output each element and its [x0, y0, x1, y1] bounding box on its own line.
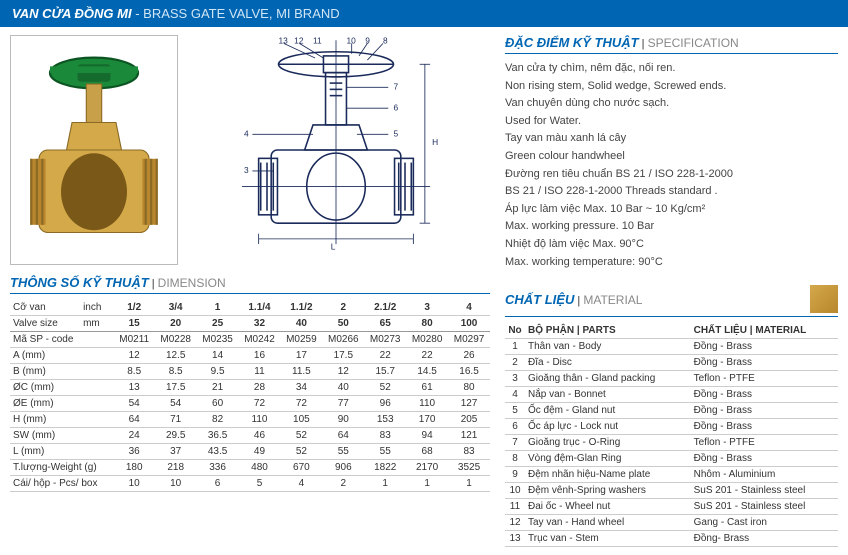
spec-title-en: SPECIFICATION — [648, 36, 739, 50]
table-row: B (mm)8.58.59.51111.51215.714.516.5 — [10, 364, 490, 380]
svg-text:3: 3 — [244, 165, 249, 175]
dim-title-vn: THÔNG SỐ KỸ THUẬT — [10, 275, 149, 290]
spec-line: Used for Water. — [505, 113, 838, 131]
dimension-section-title: THÔNG SỐ KỸ THUẬT | DIMENSION — [10, 275, 490, 294]
spec-line: Green colour handwheel — [505, 148, 838, 166]
header-title-vn: VAN CỬA ĐỒNG MI — [12, 6, 132, 21]
page-header: VAN CỬA ĐỒNG MI - BRASS GATE VALVE, MI B… — [0, 0, 848, 27]
table-row: 10Đệm vênh-Spring washersSuS 201 - Stain… — [505, 483, 838, 499]
spec-line: Max. working temperature: 90°C — [505, 254, 838, 272]
svg-text:9: 9 — [365, 35, 370, 45]
mat-header-material: CHẤT LIỆU | MATERIAL — [691, 323, 838, 339]
table-row: Cái/ hộp - Pcs/ box10106542111 — [10, 476, 490, 492]
spec-line: Nhiệt độ làm việc Max. 90°C — [505, 236, 838, 254]
table-row: L (mm)363743.5495255556883 — [10, 444, 490, 460]
table-row: 5Ốc đệm - Gland nutĐồng - Brass — [505, 403, 838, 419]
svg-text:13: 13 — [279, 35, 289, 45]
svg-text:11: 11 — [313, 35, 322, 45]
right-column: ĐẶC ĐIỂM KỸ THUẬT | SPECIFICATION Van cử… — [505, 35, 838, 547]
svg-text:12: 12 — [294, 35, 304, 45]
table-row: SW (mm)2429.536.54652648394121 — [10, 428, 490, 444]
mat-title-vn: CHẤT LIỆU — [505, 292, 574, 307]
spec-line: BS 21 / ISO 228-1-2000 Threads standard … — [505, 183, 838, 201]
table-row: T.lượng-Weight (g)1802183364806709061822… — [10, 460, 490, 476]
table-row: 4Nắp van - BonnetĐồng - Brass — [505, 387, 838, 403]
table-row: 12Tay van - Hand wheelGang - Cast iron — [505, 515, 838, 531]
valve-size-en: Valve size — [10, 316, 80, 332]
svg-text:H: H — [432, 137, 438, 147]
table-row: 1Thân van - BodyĐồng - Brass — [505, 339, 838, 355]
valve-size-vn: Cỡ van — [10, 300, 80, 316]
mat-title-en: MATERIAL — [583, 293, 642, 307]
table-row: H (mm)64718211010590153170205 — [10, 412, 490, 428]
table-row: 8Vòng đệm-Glan RingĐồng - Brass — [505, 451, 838, 467]
material-section-title: CHẤT LIỆU | MATERIAL — [505, 285, 838, 317]
table-row: 6Ốc áp lực - Lock nutĐồng - Brass — [505, 419, 838, 435]
table-row: 9Đệm nhãn hiệu-Name plateNhôm - Aluminiu… — [505, 467, 838, 483]
spec-section-title: ĐẶC ĐIỂM KỸ THUẬT | SPECIFICATION — [505, 35, 838, 54]
technical-drawing: 13 12 11 10 9 8 7 6 5 4 3 L H — [186, 35, 486, 265]
left-column: 13 12 11 10 9 8 7 6 5 4 3 L H THÔNG SỐ KỸ THUẬT … — [10, 35, 490, 547]
spec-line: Đường ren tiêu chuẩn BS 21 / ISO 228-1-2… — [505, 166, 838, 184]
content: 13 12 11 10 9 8 7 6 5 4 3 L H THÔNG SỐ KỸ THUẬT … — [0, 27, 848, 555]
mat-header-parts: BỘ PHẬN | PARTS — [525, 323, 691, 339]
spec-title-vn: ĐẶC ĐIỂM KỸ THUẬT — [505, 35, 639, 50]
brass-swatch-icon — [810, 285, 838, 313]
svg-text:5: 5 — [394, 128, 399, 138]
dimension-table: Cỡ van inch 1/23/411.1/41.1/222.1/234 Va… — [10, 300, 490, 492]
spec-line: Max. working pressure. 10 Bar — [505, 218, 838, 236]
material-table: No BỘ PHẬN | PARTS CHẤT LIỆU | MATERIAL … — [505, 323, 838, 547]
header-title-en: - BRASS GATE VALVE, MI BRAND — [135, 6, 339, 21]
images-row: 13 12 11 10 9 8 7 6 5 4 3 L H — [10, 35, 490, 265]
table-row: A (mm)1212.514161717.5222226 — [10, 348, 490, 364]
spec-line: Tay van màu xanh lá cây — [505, 130, 838, 148]
mm-label: mm — [80, 316, 114, 332]
dim-title-en: DIMENSION — [158, 276, 226, 290]
spec-line: Van chuyên dùng cho nước sạch. — [505, 95, 838, 113]
spec-line: Áp lực làm việc Max. 10 Bar ~ 10 Kg/cm² — [505, 201, 838, 219]
svg-text:10: 10 — [346, 35, 356, 45]
table-row: ØE (mm)54546072727796110127 — [10, 396, 490, 412]
svg-text:8: 8 — [383, 35, 388, 45]
inch-label: inch — [80, 300, 114, 316]
svg-text:6: 6 — [394, 102, 399, 112]
mat-header-no: No — [505, 323, 525, 339]
table-row: 3Gioăng thân - Gland packingTeflon - PTF… — [505, 371, 838, 387]
table-row: 2Đĩa - DiscĐồng - Brass — [505, 355, 838, 371]
table-row: 7Gioăng trục - O-RingTeflon - PTFE — [505, 435, 838, 451]
svg-text:7: 7 — [394, 81, 399, 91]
table-row: Mã SP - codeM0211M0228M0235M0242M0259M02… — [10, 332, 490, 348]
table-row: ØC (mm)1317.521283440526180 — [10, 380, 490, 396]
svg-text:L: L — [331, 241, 336, 251]
table-row: 13Trục van - StemĐồng- Brass — [505, 531, 838, 547]
spec-line: Van cửa ty chìm, nêm đặc, nối ren. — [505, 60, 838, 78]
svg-text:4: 4 — [244, 128, 249, 138]
spec-lines: Van cửa ty chìm, nêm đặc, nối ren.Non ri… — [505, 60, 838, 271]
spec-line: Non rising stem, Solid wedge, Screwed en… — [505, 78, 838, 96]
product-photo — [10, 35, 178, 265]
table-row: 11Đai ốc - Wheel nutSuS 201 - Stainless … — [505, 499, 838, 515]
